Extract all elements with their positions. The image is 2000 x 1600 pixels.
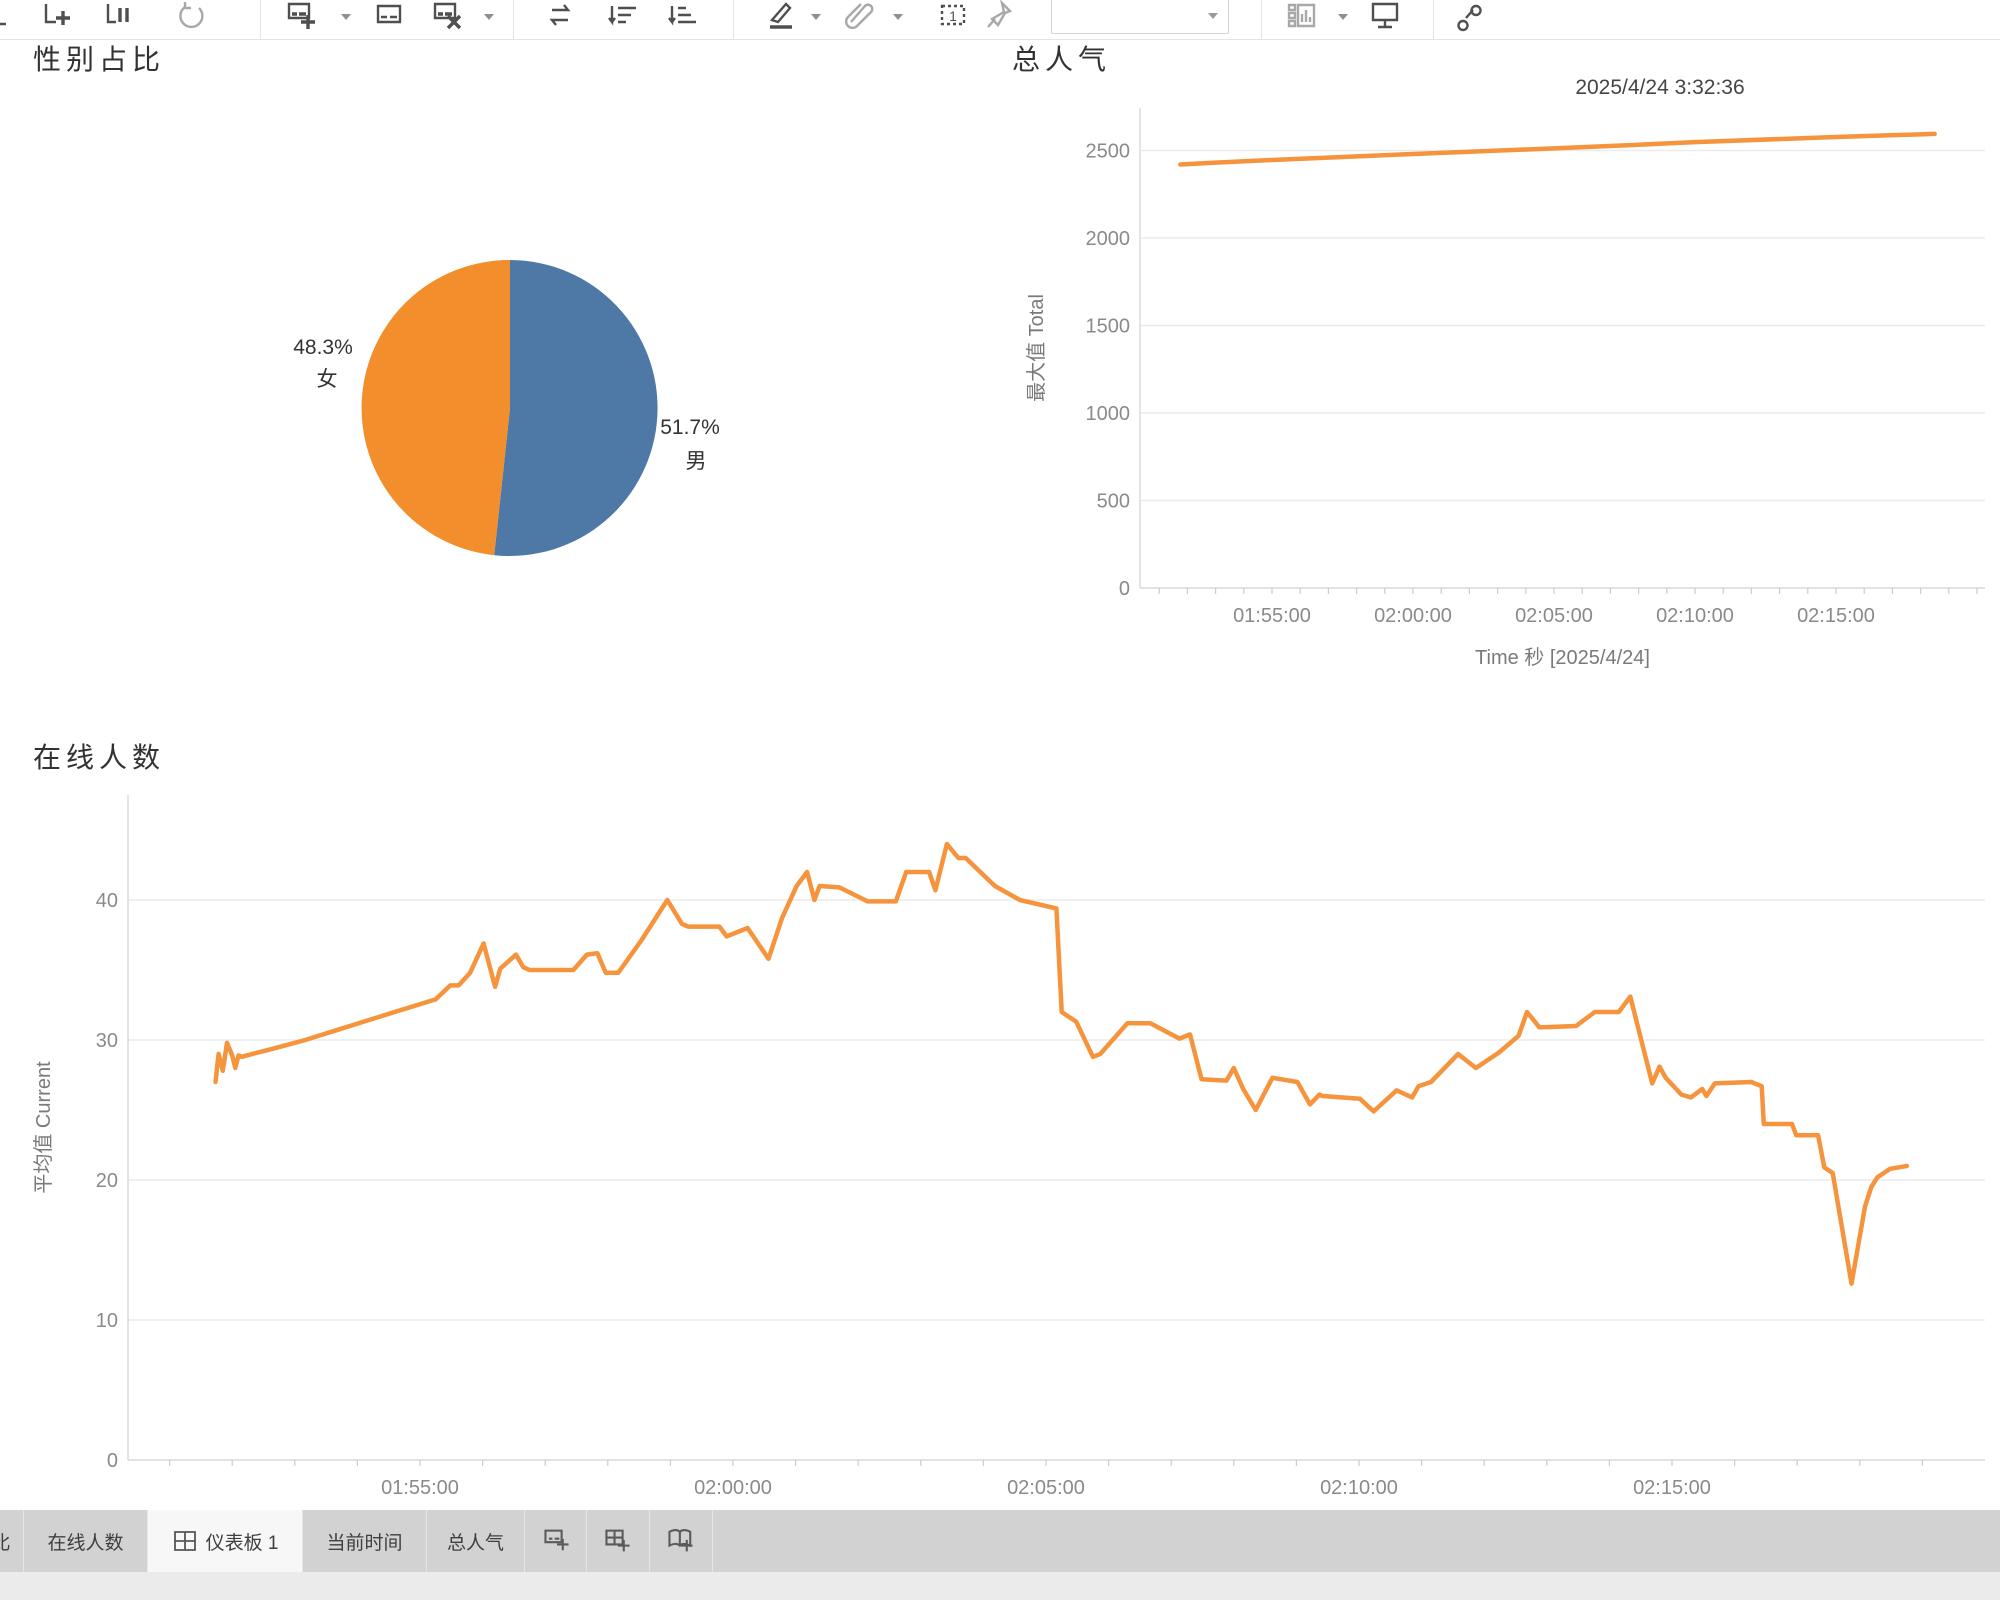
total-chart-title: 总人气: [1012, 44, 1112, 75]
duplicate-sheet-icon[interactable]: [370, 0, 406, 38]
sheet-tab-3[interactable]: 仪表板 1: [148, 1510, 303, 1572]
show-hide-cards-icon[interactable]: [1282, 0, 1318, 38]
dropdown-caret-icon[interactable]: [484, 14, 494, 20]
toolbar-separator: [260, 0, 261, 39]
clear-sheet-icon[interactable]: [428, 0, 464, 38]
sheet-tab-1[interactable]: 性别占比: [0, 1510, 24, 1572]
add-data-source-icon[interactable]: [38, 0, 74, 38]
y-tick-label: 40: [96, 890, 118, 912]
new-worksheet-icon[interactable]: [282, 0, 318, 38]
current-time-text: 2025/4/24 3:32:36: [1575, 76, 1745, 99]
toolbar-separator: [733, 0, 734, 39]
total-popularity-chart: 0 500 1000 1500 2000 2500 01:55:00 02:00:00 02:0…: [1025, 108, 1985, 669]
y-tick-label: 500: [1097, 491, 1130, 513]
dropdown-caret-icon[interactable]: [893, 14, 903, 20]
new-story-tab-button[interactable]: [650, 1510, 713, 1572]
total-x-axis-title: Time 秒 [2025/4/24]: [1475, 646, 1650, 669]
y-tick-label: 1500: [1086, 316, 1131, 338]
swap-axes-icon[interactable]: [544, 0, 580, 38]
status-bar: [0, 1572, 2000, 1600]
x-tick-label: 02:10:00: [1320, 1477, 1398, 1499]
new-worksheet-tab-button[interactable]: [527, 1510, 587, 1572]
x-tick-label: 02:05:00: [1515, 605, 1593, 627]
fit-selector-dropdown[interactable]: [1051, 0, 1229, 34]
y-tick-label: 0: [107, 1450, 118, 1472]
sheet-tab-5[interactable]: 总人气: [427, 1510, 525, 1572]
y-tick-label: 2000: [1086, 228, 1131, 250]
fix-axes-icon[interactable]: [982, 0, 1018, 38]
pie-label-male: 男: [686, 450, 707, 473]
new-worksheet-plus-icon: [543, 1529, 569, 1551]
new-dashboard-tab-button[interactable]: [587, 1510, 650, 1572]
pie-label-female-pct: 48.3%: [293, 336, 353, 359]
total-popularity-line[interactable]: [1178, 131, 1937, 167]
x-tick-label: 02:00:00: [694, 1477, 772, 1499]
sheet-tab-label: 当前时间: [326, 1532, 403, 1554]
y-tick-label: 0: [1119, 578, 1130, 600]
pie-label-female: 女: [317, 368, 338, 391]
total-y-axis-title: 最大值 Total: [1025, 294, 1048, 402]
x-tick-label: 01:55:00: [1233, 605, 1311, 627]
online-y-axis-title: 平均值 Current: [32, 1061, 55, 1194]
undo-partial-icon[interactable]: [0, 0, 20, 38]
dropdown-caret-icon[interactable]: [341, 14, 351, 20]
pause-auto-updates-icon[interactable]: [100, 0, 136, 38]
dropdown-caret-icon[interactable]: [811, 14, 821, 20]
online-chart-title: 在线人数: [33, 742, 166, 773]
highlight-icon[interactable]: [762, 0, 798, 38]
y-tick-label: 20: [96, 1170, 118, 1192]
y-tick-label: 10: [96, 1310, 118, 1332]
y-tick-label: 1000: [1086, 403, 1131, 425]
new-dashboard-plus-icon: [605, 1529, 630, 1552]
x-tick-label: 02:10:00: [1656, 605, 1734, 627]
group-members-icon[interactable]: [842, 0, 878, 38]
gender-pie[interactable]: 48.3% 女 51.7% 男: [293, 259, 720, 556]
x-tick-label: 02:00:00: [1374, 605, 1452, 627]
sheet-tab-2[interactable]: 在线人数: [24, 1510, 148, 1572]
toolbar: 1: [0, 0, 2000, 40]
online-users-line[interactable]: [213, 841, 1910, 1286]
pie-panel-title: 性别占比: [33, 44, 166, 75]
y-tick-label: 30: [96, 1030, 118, 1052]
share-workbook-icon[interactable]: [1452, 0, 1488, 38]
sort-ascending-icon[interactable]: [664, 0, 700, 38]
sheet-tab-label: 仪表板 1: [205, 1532, 279, 1554]
dropdown-caret-icon[interactable]: [1338, 14, 1348, 20]
sheet-tab-label: 在线人数: [47, 1532, 124, 1554]
sheet-tab-bar: 性别占比 在线人数 仪表板 1 当前时间 总人气: [0, 1510, 2000, 1572]
toolbar-separator: [513, 0, 514, 39]
sheet-tab-label: 性别占比: [0, 1528, 11, 1555]
chevron-down-icon: [1208, 13, 1218, 19]
dashboard-grid-icon: [173, 1531, 196, 1551]
pie-label-male-pct: 51.7%: [660, 416, 720, 439]
toolbar-separator: [1433, 0, 1434, 39]
sheet-tab-4[interactable]: 当前时间: [303, 1510, 427, 1572]
pie-slice-male[interactable]: [494, 260, 658, 556]
online-users-chart: 0 10 20 30 40 01:55:00 02:00:00 02:05:00 02:10:0…: [32, 795, 1985, 1499]
x-tick-label: 02:15:00: [1797, 605, 1875, 627]
toolbar-separator: [1261, 0, 1262, 39]
run-update-icon[interactable]: [172, 0, 208, 38]
x-tick-label: 02:05:00: [1007, 1477, 1085, 1499]
pie-slice-female[interactable]: [361, 259, 510, 556]
show-mark-labels-icon[interactable]: 1: [934, 0, 970, 38]
x-tick-label: 02:15:00: [1633, 1477, 1711, 1499]
sheet-tab-label: 总人气: [446, 1532, 504, 1554]
new-story-plus-icon: [668, 1529, 693, 1552]
y-tick-label: 2500: [1086, 141, 1131, 163]
sort-descending-icon[interactable]: [604, 0, 640, 38]
svg-text:1: 1: [949, 8, 957, 24]
x-tick-label: 01:55:00: [381, 1477, 459, 1499]
presentation-mode-icon[interactable]: [1366, 0, 1402, 38]
